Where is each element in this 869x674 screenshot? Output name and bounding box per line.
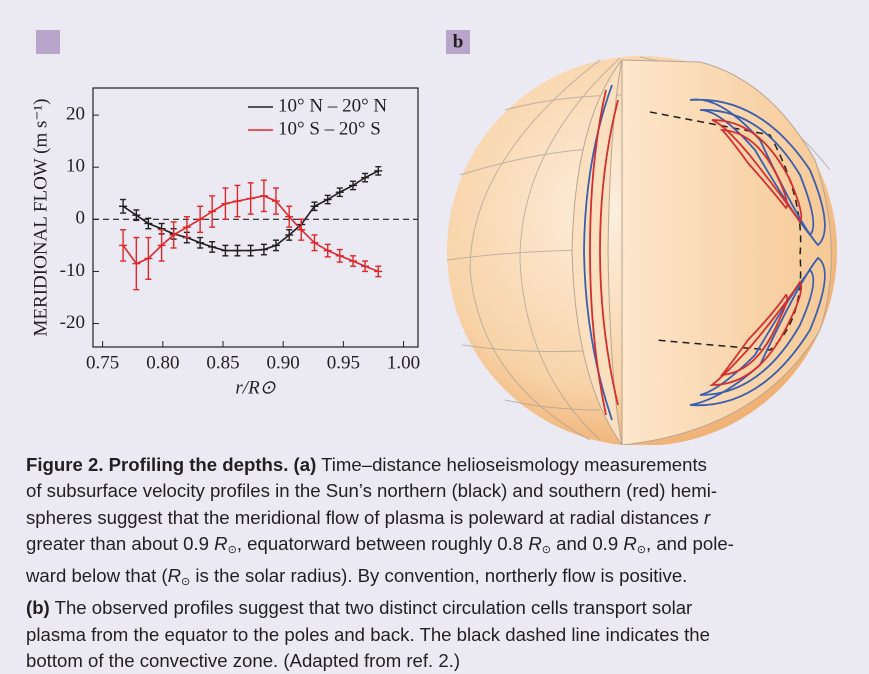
legend-label: 10° N – 20° N [278, 95, 387, 116]
y-tick-label: -10 [60, 260, 85, 281]
caption-text: R [167, 565, 182, 587]
caption-line: greater than about 0.9 R⊙, equatorward b… [26, 531, 734, 563]
caption-text: ⊙ [181, 576, 191, 589]
convection-boundary [649, 111, 802, 351]
caption-line: (b) The observed profiles suggest that t… [26, 595, 734, 621]
y-tick-label: -20 [60, 312, 85, 333]
error-bar [182, 216, 191, 239]
error-bar [259, 243, 268, 256]
caption-line: spheres suggest that the meridional flow… [26, 505, 734, 531]
error-bar [335, 248, 344, 263]
error-bar [374, 165, 383, 176]
error-bar [144, 217, 153, 230]
error-bar [132, 209, 141, 222]
plot-frame [92, 87, 419, 348]
caption-text: bottom of the convective zone. (Adapted … [26, 650, 461, 672]
y-axis-label: MERIDIONAL FLOW (m s⁻¹) [30, 99, 51, 337]
error-bar [144, 236, 153, 280]
caption-text: ⊙ [541, 543, 551, 556]
error-bar [246, 244, 255, 257]
caption-text: ward below that ( [26, 565, 168, 587]
error-bar [208, 241, 217, 253]
cut-plane-left [571, 59, 623, 445]
caption-text: plasma from the equator to the poles and… [26, 623, 710, 645]
x-axis-label: r/R⊙ [235, 377, 275, 398]
error-bar [323, 194, 332, 205]
error-bar [119, 198, 128, 214]
x-tick-label: 0.90 [267, 352, 300, 373]
caption-line: of subsurface velocity profiles in the S… [26, 478, 734, 504]
caption-text: R [214, 532, 228, 554]
error-bar [208, 195, 217, 228]
caption-text: ⊙ [636, 543, 646, 556]
error-bar [271, 187, 280, 215]
caption-text: Figure 2. Profiling the depths. (a) [26, 454, 317, 475]
caption-line: bottom of the convective zone. (Adapted … [26, 648, 734, 674]
error-bar [297, 218, 306, 241]
x-tick-label: 0.75 [86, 352, 119, 373]
caption-text: R [623, 532, 637, 554]
error-bar [233, 184, 242, 218]
cut-plane [621, 59, 832, 445]
caption: Figure 2. Profiling the depths. (a) Time… [26, 452, 734, 674]
caption-text: and 0.9 [550, 532, 624, 554]
error-bar [361, 172, 370, 183]
caption-text: , and pole- [646, 532, 734, 554]
panel-a-label [36, 30, 60, 54]
error-bar [259, 179, 268, 213]
error-bar [323, 243, 332, 258]
error-bar [221, 244, 230, 257]
caption-text: spheres suggest that the meridional flow… [26, 506, 704, 528]
x-tick-label: 0.85 [206, 352, 239, 373]
circulation-cells [583, 84, 826, 421]
panel-b-box [446, 30, 470, 54]
error-bar [335, 187, 344, 198]
caption-line: Figure 2. Profiling the depths. (a) Time… [26, 452, 734, 478]
error-bar [233, 244, 242, 257]
error-bar [132, 236, 141, 291]
y-tick-label: 10 [66, 156, 85, 177]
y-tick-label: 0 [76, 208, 86, 229]
x-tick-label: 1.00 [387, 352, 420, 373]
legend-label: 10° S – 20° S [278, 118, 381, 139]
error-bar [221, 187, 230, 221]
caption-text: greater than about 0.9 [26, 532, 215, 554]
sun-diagram [446, 56, 837, 445]
error-bar [196, 236, 205, 249]
error-bar [310, 201, 319, 212]
caption-line: ward below that (R⊙ is the solar radius)… [26, 563, 734, 595]
caption-text: of subsurface velocity profiles in the S… [26, 480, 718, 502]
error-bar [119, 229, 128, 262]
caption-text: , equatorward between roughly 0.8 [236, 532, 529, 554]
caption-text: R [528, 532, 542, 554]
caption-text: is the solar radius). By convention, nor… [190, 565, 688, 587]
panel-b-label: b [453, 31, 464, 52]
error-bar [157, 229, 166, 262]
figures: b 0.75 0.80 0.85 [30, 30, 837, 445]
error-bar [196, 205, 205, 234]
error-bar [285, 205, 294, 228]
x-tick-label: 0.80 [146, 352, 179, 373]
error-bar [310, 234, 319, 252]
error-bar [246, 182, 255, 215]
error-bar [169, 221, 178, 249]
caption-text: ⊙ [227, 543, 237, 556]
error-bar [349, 255, 357, 267]
caption-text: r [704, 506, 711, 528]
error-bar [285, 229, 294, 241]
caption-text: (b) [26, 597, 50, 619]
caption-text: Time–distance helioseismology measuremen… [316, 454, 707, 475]
caption-text: The observed profiles suggest that two d… [49, 597, 693, 619]
error-bar [374, 265, 383, 278]
error-bar [271, 239, 280, 252]
error-bar [349, 180, 357, 191]
y-tick-label: 20 [66, 103, 85, 124]
caption-line: plasma from the equator to the poles and… [26, 622, 734, 648]
error-bar [361, 260, 370, 273]
x-tick-label: 0.95 [327, 352, 360, 373]
